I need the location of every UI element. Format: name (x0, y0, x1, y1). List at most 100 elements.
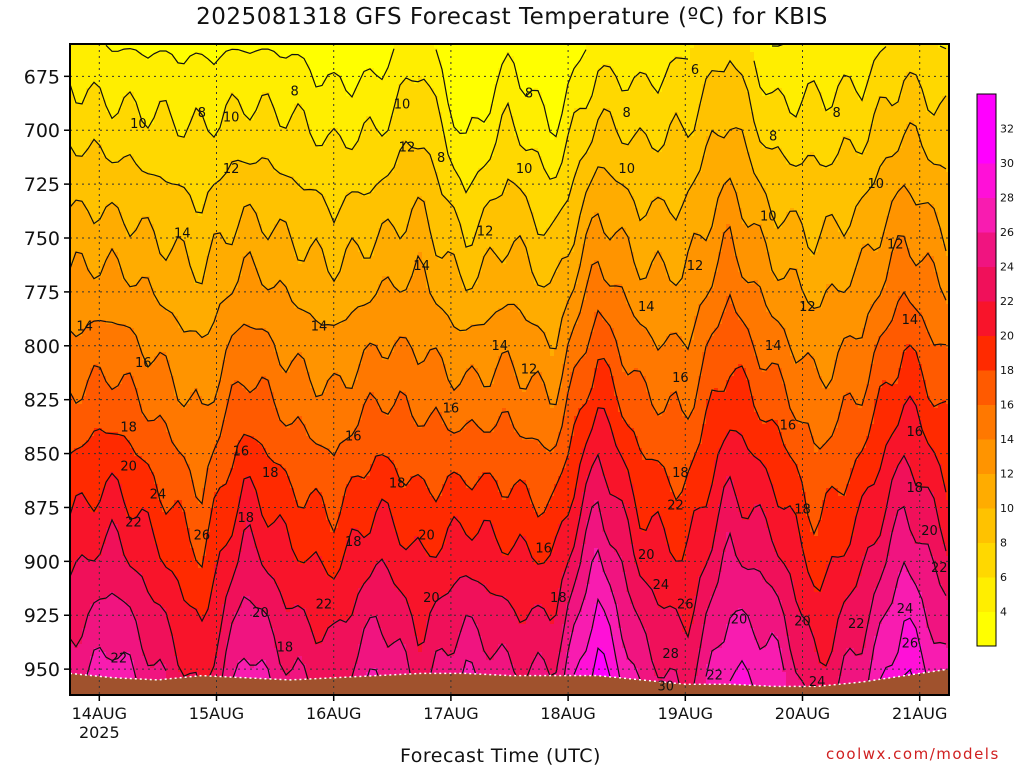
field-cell (834, 360, 839, 429)
field-cell (750, 340, 755, 397)
field-cell (686, 252, 691, 349)
field-cell (826, 388, 831, 441)
field-cell (218, 488, 223, 553)
field-cell (338, 620, 343, 681)
field-cell (798, 108, 803, 165)
field-cell (822, 388, 827, 445)
field-cell (490, 596, 495, 661)
field-cell (746, 152, 751, 229)
field-cell (610, 68, 615, 117)
field-cell (506, 104, 511, 181)
field-cell (498, 644, 503, 695)
field-cell (654, 92, 659, 153)
field-cell (710, 484, 715, 549)
field-cell (266, 44, 271, 49)
contour-label: 8 (525, 87, 533, 102)
field-cell (790, 116, 795, 165)
field-cell (258, 48, 263, 101)
field-cell (462, 576, 467, 621)
field-cell (914, 76, 919, 129)
field-cell (330, 280, 335, 325)
field-cell (370, 392, 375, 465)
field-cell (666, 276, 671, 337)
field-cell (462, 428, 467, 481)
field-cell (210, 188, 215, 241)
field-cell (182, 240, 187, 333)
field-cell (766, 368, 771, 421)
field-cell (562, 572, 567, 625)
field-cell (130, 520, 135, 569)
field-cell (338, 512, 343, 569)
field-cell (550, 356, 555, 409)
field-cell (130, 288, 135, 329)
field-cell (718, 504, 723, 573)
field-cell (566, 44, 571, 85)
field-cell (210, 136, 215, 189)
field-cell (314, 396, 319, 445)
field-cell (886, 216, 891, 273)
field-cell (234, 568, 239, 613)
field-cell (854, 268, 859, 341)
field-cell (190, 116, 195, 201)
field-cell (554, 272, 559, 349)
field-cell (666, 44, 671, 69)
field-cell (914, 352, 919, 405)
field-cell (450, 588, 455, 657)
field-cell (70, 572, 75, 645)
field-cell (398, 544, 403, 593)
field-cell (818, 236, 823, 309)
field-cell (490, 156, 495, 201)
field-cell (542, 104, 547, 169)
field-cell (898, 236, 903, 297)
field-cell (742, 368, 747, 441)
field-cell (654, 512, 659, 601)
field-cell (502, 644, 507, 695)
field-cell (634, 76, 639, 133)
field-cell (222, 176, 227, 241)
field-cell (850, 468, 855, 537)
field-cell (722, 72, 727, 137)
field-cell (102, 652, 107, 695)
field-cell (278, 420, 283, 465)
field-cell (750, 512, 755, 569)
field-cell (114, 164, 119, 205)
field-cell (666, 68, 671, 133)
field-cell (790, 412, 795, 461)
field-cell (162, 420, 167, 513)
field-cell (362, 44, 367, 73)
field-cell (122, 436, 127, 501)
field-cell (786, 164, 791, 213)
field-cell (866, 384, 871, 437)
field-cell (718, 44, 723, 73)
contour-label: 16 (135, 356, 152, 371)
contour-label: 26 (902, 636, 919, 651)
field-cell (490, 384, 495, 433)
field-cell (930, 344, 935, 405)
field-cell (814, 252, 819, 309)
field-cell (194, 108, 199, 213)
field-cell (610, 176, 615, 241)
field-cell (698, 376, 703, 445)
field-cell (586, 440, 591, 477)
field-cell (758, 140, 763, 185)
field-cell (778, 508, 783, 561)
field-cell (946, 556, 949, 601)
field-cell (110, 520, 115, 593)
field-cell (706, 136, 711, 241)
field-cell (210, 240, 215, 329)
field-cell (854, 404, 859, 461)
field-cell (802, 492, 807, 557)
field-cell (622, 292, 627, 373)
field-cell (858, 340, 863, 409)
field-cell (530, 44, 535, 93)
field-cell (74, 252, 79, 337)
field-cell (134, 388, 139, 457)
field-cell (110, 472, 115, 521)
field-cell (918, 140, 923, 205)
field-cell (650, 84, 655, 149)
field-cell (218, 128, 223, 181)
field-cell (278, 172, 283, 221)
field-cell (222, 300, 227, 361)
field-cell (478, 120, 483, 169)
